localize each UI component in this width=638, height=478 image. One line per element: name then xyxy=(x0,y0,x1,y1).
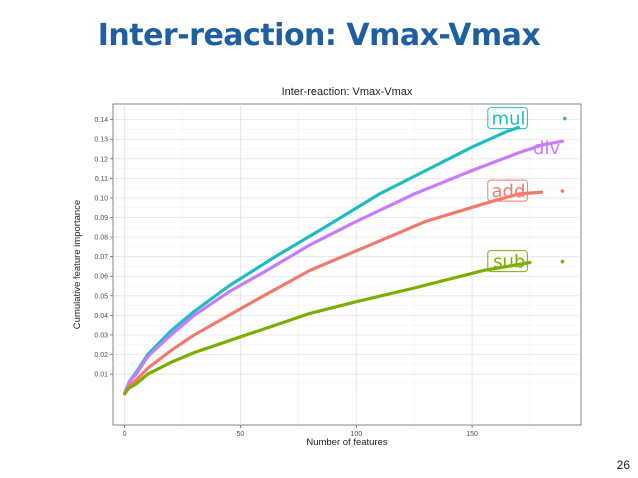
series-label-mul: mul xyxy=(487,107,567,130)
y-tick-label: 0.04 xyxy=(94,313,108,320)
series-label-text: add xyxy=(492,181,526,202)
y-tick-label: 0.08 xyxy=(94,235,108,242)
y-tick-label: 0.02 xyxy=(94,352,108,359)
y-tick-label: 0.07 xyxy=(94,254,108,261)
axes: 0 50 100 150 0.01 0.02 0.03 0.04 0.05 0.06 0.07 0.0… xyxy=(94,117,478,438)
y-tick-label: 0.03 xyxy=(94,332,108,339)
slide-title: Inter-reaction: Vmax-Vmax xyxy=(97,18,541,53)
page-number: 26 xyxy=(616,458,630,472)
x-tick-label: 150 xyxy=(466,431,478,438)
series-label-text: mul xyxy=(491,109,525,130)
y-tick-label: 0.13 xyxy=(94,137,108,144)
series-lines xyxy=(123,125,565,396)
series-label-box xyxy=(487,250,528,273)
chart-title: Inter-reaction: Vmax-Vmax xyxy=(282,86,413,98)
series-label-dot xyxy=(562,116,567,121)
series-label-box xyxy=(487,107,528,130)
x-tick-label: 0 xyxy=(123,431,127,438)
x-tick-label: 50 xyxy=(237,431,245,438)
y-tick-label: 0.06 xyxy=(94,274,108,281)
series-label-dot xyxy=(560,189,565,193)
series-label-text: sub xyxy=(493,252,525,273)
series-line-add xyxy=(123,190,544,396)
series-label-box xyxy=(487,179,528,202)
series-line-div xyxy=(123,139,565,396)
x-axis-label: Number of features xyxy=(306,437,388,448)
series-label-text: div xyxy=(533,138,560,159)
series-label-sub: sub xyxy=(487,250,565,273)
y-tick-label: 0.11 xyxy=(95,176,108,183)
y-tick-label: 0.01 xyxy=(94,372,108,379)
y-tick-label: 0.09 xyxy=(94,215,108,222)
y-axis-label: Cumulative feature importance xyxy=(72,200,83,329)
series-line-sub xyxy=(123,260,532,396)
y-tick-label: 0.14 xyxy=(94,117,108,124)
y-tick-label: 0.10 xyxy=(94,195,108,202)
series-label-add: add xyxy=(487,179,565,202)
y-tick-label: 0.05 xyxy=(94,293,108,300)
series-label-dot xyxy=(560,259,565,264)
x-tick-label: 100 xyxy=(350,431,362,438)
series-label-div: div xyxy=(533,138,560,159)
y-tick-label: 0.12 xyxy=(94,156,108,163)
